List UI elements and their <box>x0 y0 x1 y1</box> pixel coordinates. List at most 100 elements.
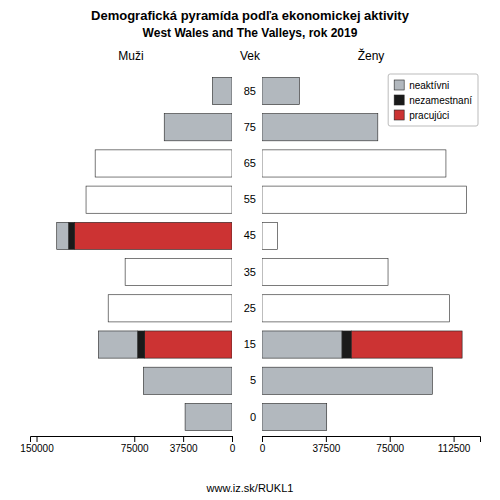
bar <box>138 331 145 358</box>
x-tick-label: 37500 <box>312 443 340 454</box>
bar <box>145 331 232 358</box>
chart-svg: Demografická pyramída podľa ekonomickej … <box>0 0 500 500</box>
bar <box>262 222 277 249</box>
y-tick-label: 0 <box>250 411 256 423</box>
panel: Ženy Vek 0 37500 75000 112500 0 5 15 25 35 45 55 65 75… <box>240 48 481 454</box>
x-tick: 75000 <box>121 436 149 454</box>
x-tick-mark <box>183 436 184 442</box>
footer: www.iz.sk/RUKL1 <box>206 482 294 494</box>
series <box>351 331 462 358</box>
legend: neaktívninezamestnanípracujúci <box>388 74 478 126</box>
y-tick-label: 85 <box>244 85 256 97</box>
bar <box>74 222 232 249</box>
legend-label: pracujúci <box>409 110 449 121</box>
x-tick-mark <box>454 436 455 442</box>
bar <box>388 259 389 286</box>
bar <box>262 295 449 322</box>
bar <box>143 367 232 394</box>
series <box>262 77 466 430</box>
series <box>74 222 232 358</box>
panel: Muži 150000 75000 37500 0 <box>20 49 235 454</box>
series <box>342 331 351 358</box>
bar <box>262 114 378 141</box>
x-tick: 75000 <box>376 436 404 454</box>
series <box>68 222 144 358</box>
x-tick-mark <box>232 436 233 442</box>
bar <box>98 331 137 358</box>
y-tick: 15 <box>244 338 256 350</box>
x-tick: 150000 <box>20 436 54 454</box>
x-tick: 0 <box>230 436 236 454</box>
x-tick: 37500 <box>312 436 340 454</box>
bar <box>388 259 389 286</box>
bar <box>108 295 232 322</box>
x-tick-label: 112500 <box>438 443 471 454</box>
y-tick: 35 <box>244 266 256 278</box>
bar <box>262 403 327 430</box>
x-tick-mark <box>326 436 327 442</box>
bar <box>342 331 351 358</box>
y-tick: 25 <box>244 302 256 314</box>
y-tick: 55 <box>244 193 256 205</box>
x-axis: 0 37500 75000 112500 <box>260 436 481 454</box>
bar <box>262 77 299 104</box>
x-tick-label: 37500 <box>170 443 198 454</box>
bar <box>432 367 433 394</box>
panel-title: Ženy <box>358 48 385 63</box>
y-tick: 65 <box>244 157 256 169</box>
y-tick: 0 <box>250 411 256 423</box>
legend-label: nezamestnaní <box>409 95 472 106</box>
y-tick: 75 <box>244 121 256 133</box>
bar <box>68 222 74 249</box>
legend-swatch <box>394 80 404 90</box>
bar <box>466 186 467 213</box>
x-tick-mark <box>390 436 391 442</box>
y-tick-label: 25 <box>244 302 256 314</box>
bar <box>262 186 466 213</box>
bar <box>445 150 446 177</box>
subtitle: West Wales and The Valleys, rok 2019 <box>143 26 358 40</box>
x-tick-label: 0 <box>230 443 236 454</box>
bar <box>432 367 433 394</box>
x-axis: 150000 75000 37500 0 <box>20 436 235 454</box>
bar <box>377 114 378 141</box>
y-tick: 45 <box>244 229 256 241</box>
bar <box>95 150 232 177</box>
bar <box>377 114 378 141</box>
bar <box>212 77 232 104</box>
y-tick-label: 35 <box>244 266 256 278</box>
x-tick-mark <box>262 436 263 442</box>
legend-box <box>388 74 478 126</box>
x-tick-label: 0 <box>260 443 266 454</box>
bar <box>351 331 462 358</box>
y-tick-label: 75 <box>244 121 256 133</box>
bar <box>326 403 327 430</box>
bar <box>326 403 327 430</box>
bar <box>277 222 278 249</box>
y-tick-label: 65 <box>244 157 256 169</box>
legend-swatch <box>394 95 404 105</box>
y-tick-label: 45 <box>244 229 256 241</box>
bar <box>299 77 300 104</box>
panel-title: Muži <box>118 49 143 63</box>
title: Demografická pyramída podľa ekonomickej … <box>91 8 410 23</box>
series <box>57 77 232 430</box>
x-tick-label: 75000 <box>376 443 404 454</box>
bar <box>262 259 388 286</box>
x-axis-line <box>263 437 481 443</box>
x-tick-label: 150000 <box>20 443 54 454</box>
bar <box>445 150 446 177</box>
bar <box>262 367 432 394</box>
x-tick-mark <box>37 436 38 442</box>
bar <box>185 403 232 430</box>
bar <box>466 186 467 213</box>
y-axis-title: Vek <box>240 49 261 63</box>
legend-swatch <box>394 110 404 120</box>
x-tick-label: 75000 <box>121 443 149 454</box>
bar <box>449 295 450 322</box>
x-tick: 0 <box>260 436 266 454</box>
x-tick-mark <box>134 436 135 442</box>
y-tick-label: 5 <box>250 374 256 386</box>
bar <box>262 331 342 358</box>
y-tick-label: 15 <box>244 338 256 350</box>
